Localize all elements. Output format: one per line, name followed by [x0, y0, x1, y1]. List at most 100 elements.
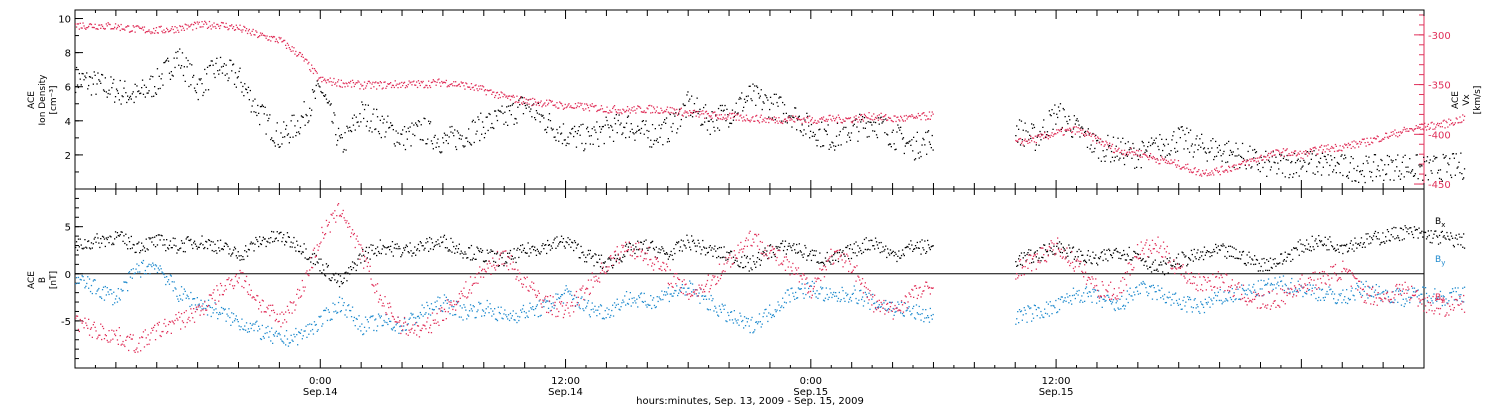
bx-point	[490, 249, 492, 251]
by-point	[254, 323, 256, 325]
ion-density-point	[180, 65, 183, 67]
ion-density-point	[507, 105, 510, 107]
ion-density-point	[285, 128, 287, 130]
bx-point	[1391, 227, 1393, 230]
ion-density-point	[332, 122, 334, 124]
vx-point	[710, 115, 712, 117]
by-point	[377, 313, 380, 315]
vx-point	[1443, 119, 1445, 121]
ion-density-point	[204, 68, 206, 71]
bx-point	[1192, 260, 1194, 262]
bx-point	[837, 260, 840, 263]
by-point	[89, 290, 92, 293]
ion-density-point	[169, 78, 172, 80]
by-point	[624, 295, 626, 297]
vx-point	[584, 103, 586, 105]
vx-point	[1204, 172, 1206, 174]
ion-density-point	[254, 98, 256, 100]
ion-density-point	[809, 137, 811, 139]
vx-point	[887, 116, 890, 119]
vx-point	[255, 30, 257, 32]
bx-point	[1347, 250, 1350, 252]
by-point	[551, 306, 553, 308]
vx-point	[245, 28, 248, 30]
ion-density-point	[1340, 155, 1342, 157]
ion-density-point	[1195, 138, 1197, 140]
by-point	[232, 321, 234, 323]
ion-density-point	[624, 126, 626, 129]
vx-point	[248, 28, 250, 31]
by-point	[217, 318, 219, 320]
bx-point	[1400, 227, 1403, 230]
vx-point	[405, 85, 407, 87]
vx-point	[378, 85, 381, 87]
vx-point	[719, 118, 722, 120]
ion-density-point	[537, 102, 539, 104]
by-point	[322, 323, 324, 325]
bx-point	[1446, 231, 1448, 234]
bx-point	[455, 248, 457, 250]
vx-point	[1385, 132, 1387, 134]
bx-point	[667, 258, 669, 260]
ion-density-point	[240, 81, 242, 84]
ion-density-point	[1342, 174, 1344, 177]
by-point	[523, 310, 525, 313]
bx-point	[318, 258, 320, 260]
vx-point	[617, 109, 619, 111]
vx-point	[645, 111, 647, 114]
vx-point	[453, 81, 455, 83]
bx-point	[625, 243, 628, 245]
vx-point	[576, 105, 578, 107]
ion-density-point	[831, 141, 833, 143]
ion-density-point	[875, 134, 878, 136]
vx-point	[215, 27, 217, 29]
by-point	[419, 311, 421, 314]
bx-point	[1293, 247, 1295, 249]
by-point	[200, 299, 202, 301]
vx-point	[345, 82, 347, 84]
by-point	[187, 295, 189, 298]
vx-point	[551, 100, 553, 102]
by-point	[623, 301, 625, 303]
bx-point	[797, 251, 800, 253]
by-point	[77, 276, 80, 279]
vx-point	[1142, 153, 1144, 155]
vx-point	[1112, 151, 1115, 153]
vx-point	[200, 26, 202, 28]
vx-point	[136, 25, 138, 27]
vx-point	[274, 40, 276, 43]
by-point	[326, 319, 329, 322]
ion-density-point	[1292, 176, 1294, 178]
by-point	[502, 318, 504, 320]
ion-density-point	[1179, 137, 1181, 139]
by-point	[286, 338, 289, 340]
vx-point	[337, 79, 340, 81]
bx-point	[447, 250, 449, 252]
vx-point	[504, 94, 506, 96]
by-point	[197, 304, 199, 306]
by-point	[331, 318, 333, 321]
vx-point	[544, 102, 546, 104]
bx-point	[137, 242, 139, 245]
by-point	[605, 317, 607, 319]
ion-density-point	[660, 127, 662, 130]
bx-point	[429, 248, 432, 250]
bx-point	[308, 258, 310, 260]
ion-density-point	[606, 119, 608, 122]
vx-point	[811, 117, 813, 119]
top-plot-frame	[74, 9, 1425, 190]
ion-density-point	[735, 102, 737, 104]
bx-point	[711, 247, 713, 249]
ion-density-point	[272, 140, 275, 142]
by-point	[609, 316, 611, 318]
by-point	[196, 297, 198, 299]
ion-density-point	[1379, 175, 1381, 177]
bx-point	[845, 246, 847, 249]
bx-point	[1352, 244, 1354, 246]
vx-point	[288, 47, 290, 49]
vx-point	[399, 82, 401, 84]
bx-point	[1295, 247, 1298, 249]
ion-density-point	[676, 132, 678, 134]
ion-density-point	[1272, 151, 1274, 153]
bx-point	[1372, 235, 1375, 237]
